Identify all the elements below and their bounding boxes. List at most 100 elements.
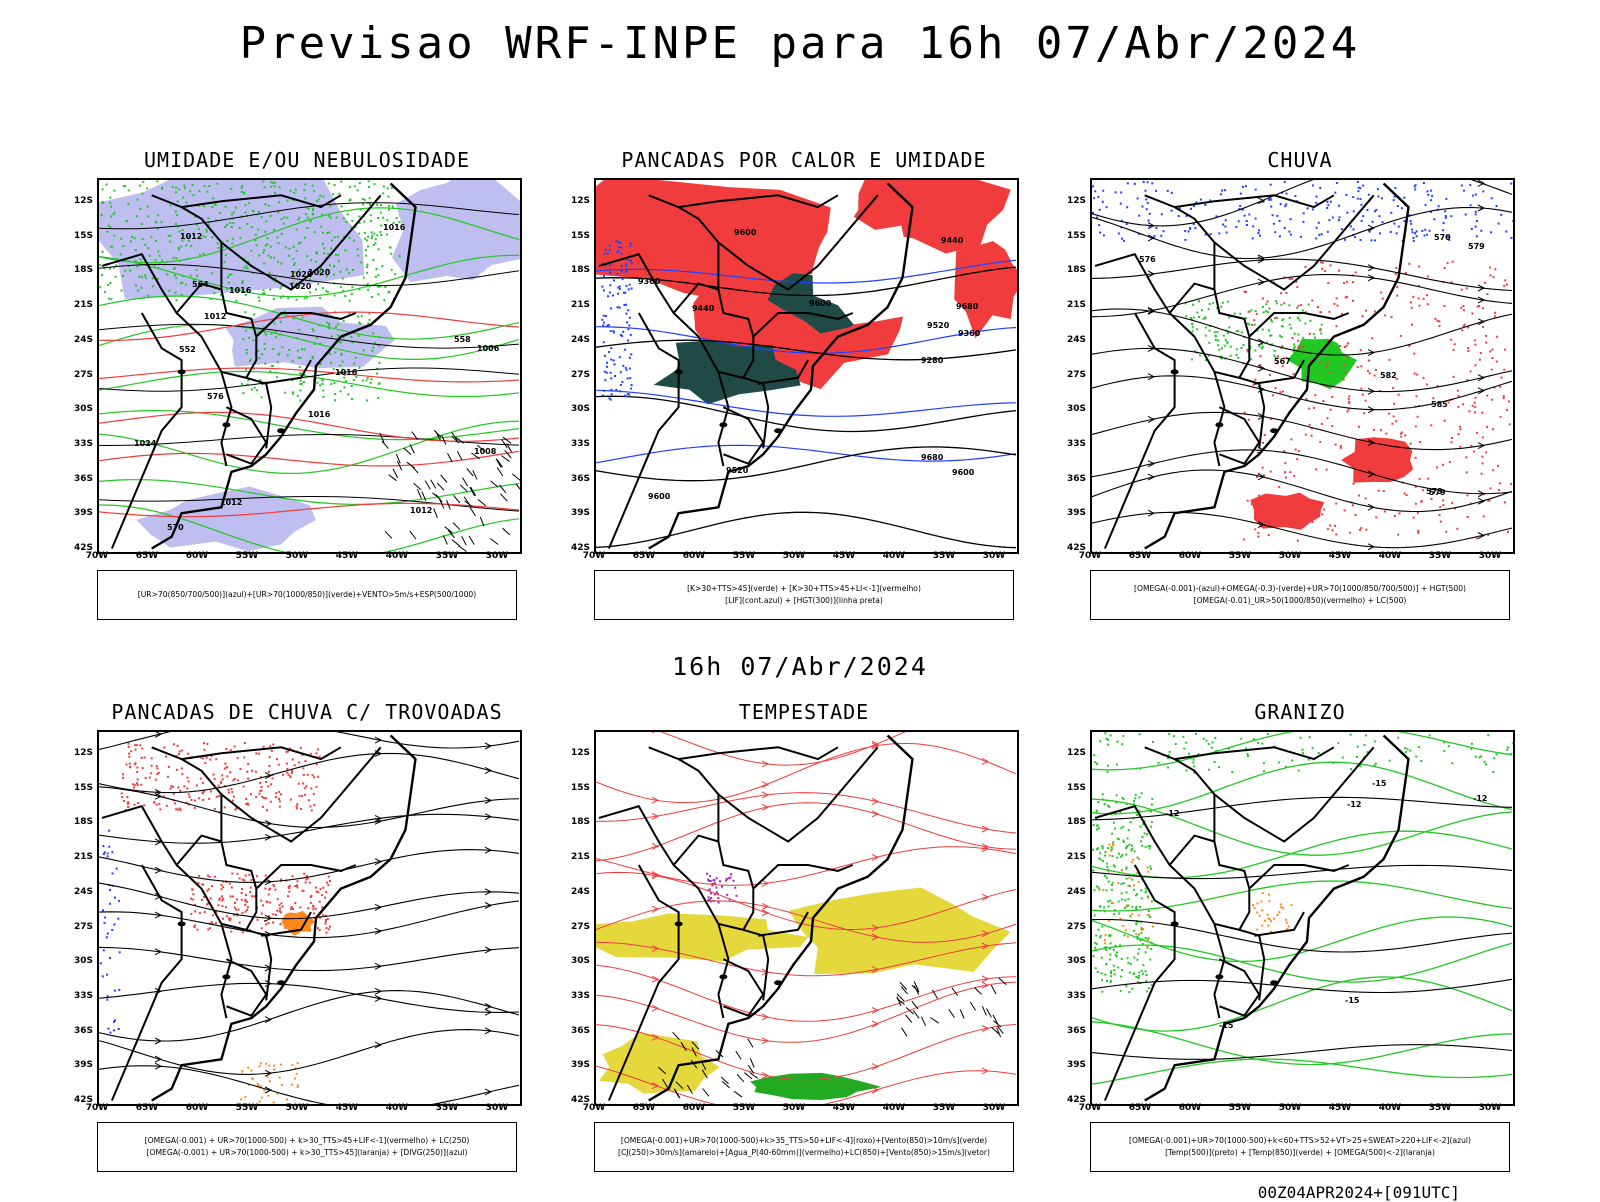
lifted-index-speckle (601, 285, 604, 288)
rain-speckle (1250, 503, 1253, 506)
thunder-speckle (228, 917, 230, 920)
temp-850-speckle (1097, 886, 1100, 889)
humidity-low-speckle (330, 247, 332, 250)
thunder-speckle (179, 789, 182, 792)
rain-speckle (1345, 344, 1348, 347)
divergence-speckle (113, 1020, 115, 1023)
temp-850-speckle (1135, 905, 1138, 908)
streamline-arrow (871, 1063, 880, 1071)
thunder-speckle (170, 785, 173, 788)
panel-legend: [K>30+TTS>45](verde) + [K>30+TTS>45+LI<-… (594, 570, 1014, 620)
precipitable-water-contour (596, 981, 1017, 1043)
omega-500-speckle (1146, 945, 1149, 948)
humidity-low-speckle (220, 293, 222, 296)
wind-vector (901, 1027, 908, 1037)
legend-line: [UR>70(850/700/500)](azul)+[UR>70(1000/8… (137, 590, 477, 599)
omega-speckle (1146, 181, 1149, 184)
thunder-speckle (175, 808, 178, 811)
humidity-low-speckle (270, 185, 273, 188)
wind-vector (701, 1069, 708, 1079)
thunder-speckle (217, 795, 220, 797)
country-border (743, 376, 770, 449)
humidity-low-speckle (328, 327, 331, 330)
humidity-low-speckle (348, 186, 351, 189)
wind-vector (442, 535, 448, 545)
temp-850-speckle (1099, 936, 1102, 939)
humidity-low-speckle (229, 221, 232, 224)
country-border (175, 289, 258, 379)
humidity-low-speckle (259, 378, 262, 381)
omega-strong-speckle (1288, 323, 1291, 326)
rain-speckle (1352, 482, 1355, 485)
omega-500-speckle (1147, 870, 1150, 873)
humidity-low-speckle (245, 352, 248, 355)
rain-speckle (1334, 443, 1337, 446)
thunder-speckle (266, 901, 269, 904)
rain-speckle (1417, 529, 1420, 532)
omega-500-speckle (1125, 904, 1128, 907)
omega-strong-speckle (1270, 334, 1273, 337)
thunder-speckle (255, 752, 258, 755)
humidity-low-speckle (319, 342, 322, 345)
temp-850-speckle (1114, 827, 1117, 830)
rain-speckle (1242, 538, 1245, 541)
humidity-low-speckle (204, 236, 207, 238)
humidity-low-speckle (268, 271, 271, 274)
streamline (99, 990, 520, 1042)
thunder-speckle (228, 882, 231, 885)
thunder-speckle (201, 883, 204, 886)
temp-850-speckle (1127, 898, 1130, 901)
thunder-speckle (199, 777, 202, 780)
rain-speckle (1485, 451, 1488, 454)
temp-850-speckle (1359, 765, 1362, 768)
lifted-index-speckle (603, 289, 605, 292)
thunder-speckle (247, 803, 250, 806)
humidity-low-speckle (244, 311, 247, 314)
streamline-arrow (154, 911, 163, 919)
omega-speckle (1505, 230, 1508, 233)
longitude-tick-label: 70W (582, 551, 606, 561)
thunder-speckle (251, 895, 253, 898)
omega-speckle (1093, 197, 1096, 200)
thunder-speckle (201, 781, 204, 784)
streamline-arrow (761, 903, 770, 910)
latitude-tick-label: 15S (1066, 782, 1086, 793)
latitude-tick-label: 33S (73, 990, 93, 1001)
rain-speckle (1259, 355, 1262, 358)
humidity-low-speckle (270, 332, 273, 335)
thunder-speckle (231, 791, 234, 793)
omega-strong-speckle (1207, 354, 1210, 357)
thunder-speckle (255, 795, 258, 798)
temp-850-speckle (1167, 754, 1170, 757)
lifted-index-speckle (609, 398, 612, 401)
wind-vector (657, 1066, 667, 1075)
omega-speckle (1122, 239, 1125, 242)
humidity-low-speckle (156, 227, 159, 230)
temp-850-speckle (1252, 738, 1255, 741)
omega-500-speckle (1108, 854, 1111, 857)
streamline-arrow (981, 757, 990, 765)
wind-vector (920, 1016, 927, 1027)
humidity-low-speckle (372, 244, 375, 246)
latitude-tick-label: 12S (570, 196, 590, 206)
storm-speckle-purple (715, 886, 718, 889)
omega-strong-speckle (1280, 325, 1283, 328)
humidity-low-speckle (365, 379, 368, 382)
precipitable-water-contour (596, 941, 1017, 977)
thunder-speckle (299, 906, 302, 909)
streamline-arrow (374, 994, 383, 1002)
omega-strong-speckle (1297, 333, 1300, 336)
storm-speckle-purple (735, 894, 738, 897)
rain-speckle (1451, 436, 1453, 439)
longitude-tick-label: 70W (1078, 551, 1102, 561)
humidity-low-speckle (367, 288, 370, 291)
wind-vector (735, 1050, 742, 1060)
thunder-speckle (277, 763, 280, 766)
rain-speckle (1483, 281, 1486, 284)
humidity-low-speckle (365, 399, 368, 402)
omega-speckle (1474, 210, 1477, 213)
humidity-low-speckle (226, 239, 229, 242)
thunder-speckle (221, 899, 224, 902)
humidity-low-speckle (219, 212, 222, 214)
rain-speckle (1451, 502, 1454, 505)
